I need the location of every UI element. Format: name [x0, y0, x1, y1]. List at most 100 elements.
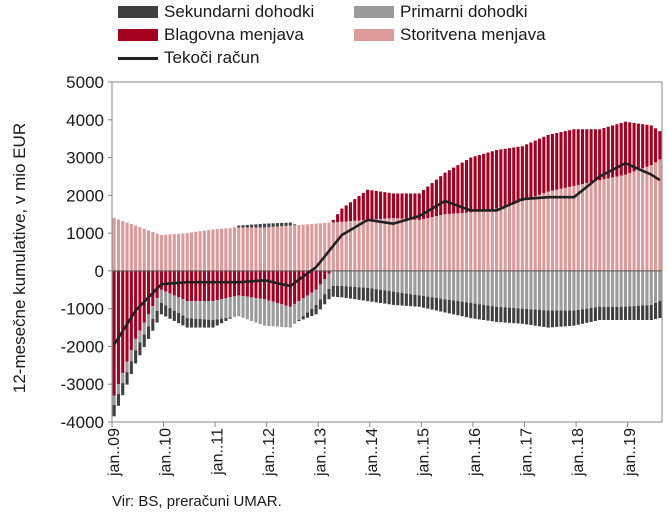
bar-segment [134, 338, 138, 351]
bar-segment [516, 270, 520, 309]
bar-segment [172, 295, 176, 311]
bar-segment [224, 228, 228, 271]
bar-segment [589, 308, 593, 322]
bar-segment [314, 223, 318, 271]
bar-segment [525, 144, 529, 200]
bar-segment [585, 183, 589, 271]
legend-line-tekoci [118, 56, 158, 60]
bar-segment [164, 234, 168, 271]
bar-segment [400, 292, 404, 306]
bar-segment [396, 218, 400, 271]
bar-segment [658, 301, 662, 319]
bar-segment [267, 223, 271, 228]
bar-segment [649, 125, 653, 166]
bar-segment [417, 219, 421, 271]
bar-segment [379, 191, 383, 219]
y-tick-label: 1000 [66, 224, 104, 243]
bar-segment [159, 289, 163, 303]
bar-segment [172, 234, 176, 271]
bar-segment [138, 270, 142, 331]
bar-segment [331, 286, 335, 297]
bar-segment [576, 184, 580, 271]
bar-segment [146, 230, 151, 271]
bar-segment [413, 193, 417, 220]
bar-segment [348, 286, 353, 299]
bar-segment [512, 270, 516, 309]
bar-segment [129, 361, 133, 375]
y-tick-label: -1000 [61, 300, 104, 319]
bar-segment [469, 212, 473, 271]
bar-segment [568, 310, 572, 326]
bar-segment [112, 405, 116, 417]
bar-segment [370, 190, 374, 220]
bar-segment [525, 308, 529, 325]
bar-segment [434, 179, 438, 217]
bar-segment [426, 218, 430, 271]
bar-segment [460, 212, 464, 271]
bar-segment [305, 270, 310, 296]
bar-segment [452, 213, 456, 271]
bar-segment [336, 214, 340, 223]
bar-segment [486, 305, 490, 321]
bar-segment [262, 299, 267, 326]
bar-segment [632, 306, 636, 320]
bar-segment [224, 298, 228, 319]
bar-segment [318, 284, 322, 300]
bar-segment [284, 305, 288, 328]
bar-segment [185, 318, 189, 328]
bar-segment [443, 270, 447, 300]
bar-segment [611, 125, 615, 178]
bar-segment [348, 270, 353, 287]
legend-label-blagovna: Blagovna menjava [164, 25, 304, 44]
bar-segment [232, 227, 236, 271]
bar-segment [645, 305, 649, 320]
y-axis: -4000 -3000 -2000 -1000 0 1000 2000 3000 4000 500… [61, 73, 112, 432]
bar-segment [146, 326, 151, 339]
bar-segment [121, 221, 125, 271]
bar-segment [632, 171, 636, 271]
bar-segment [391, 218, 395, 271]
bar-segment [374, 270, 378, 290]
bar-segment [250, 224, 254, 228]
bar-segment [606, 270, 610, 307]
bar-segment [495, 150, 499, 209]
bar-segment [237, 295, 241, 317]
bar-segment [361, 220, 365, 271]
bar-segment [370, 270, 374, 289]
bar-segment [353, 220, 357, 271]
bar-segment [555, 133, 559, 190]
bar-segment [542, 270, 546, 311]
bar-segment [396, 193, 400, 219]
bar-segment [623, 121, 628, 175]
bar-segment [555, 270, 559, 311]
bar-segment [142, 228, 146, 271]
bar-segment [112, 270, 116, 396]
bar-segment [533, 309, 537, 326]
bar-segment [245, 296, 249, 320]
bar-segment [473, 156, 477, 212]
bar-segment [529, 309, 533, 326]
bar-segment [189, 301, 194, 319]
bar-segment [194, 301, 198, 319]
bar-segment [559, 270, 563, 311]
bar-segment [194, 318, 198, 328]
bar-segment [396, 292, 400, 306]
bar-segment [649, 270, 653, 305]
y-tick-label: -3000 [61, 375, 104, 394]
bar-segment [469, 157, 473, 213]
bar-segment [615, 176, 619, 271]
bar-segment [512, 147, 516, 204]
bar-segment [185, 301, 189, 319]
y-tick-label: 0 [95, 262, 104, 281]
bar-segment [615, 270, 619, 307]
bar-segment [546, 134, 550, 192]
bar-segment [606, 306, 610, 320]
bar-segment [421, 218, 426, 271]
bar-segment [473, 211, 477, 271]
bar-segment [271, 226, 275, 271]
bar-segment [323, 270, 327, 280]
bar-segment [477, 155, 481, 212]
bar-segment [409, 294, 413, 307]
bar-segment [619, 175, 623, 271]
